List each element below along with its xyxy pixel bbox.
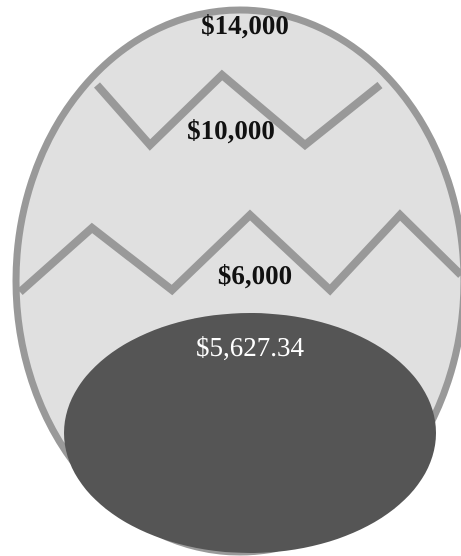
goal-level: $6,000 — [218, 260, 292, 290]
goal-level: $10,000 — [187, 115, 275, 145]
current-amount: $5,627.34 — [196, 332, 305, 362]
goal-level: $14,000 — [201, 10, 289, 40]
page: $14,000 $10,000 $6,000 $5,627.34 (() => … — [0, 0, 461, 556]
egg-graphic: $14,000 $10,000 $6,000 $5,627.34 — [0, 0, 461, 556]
